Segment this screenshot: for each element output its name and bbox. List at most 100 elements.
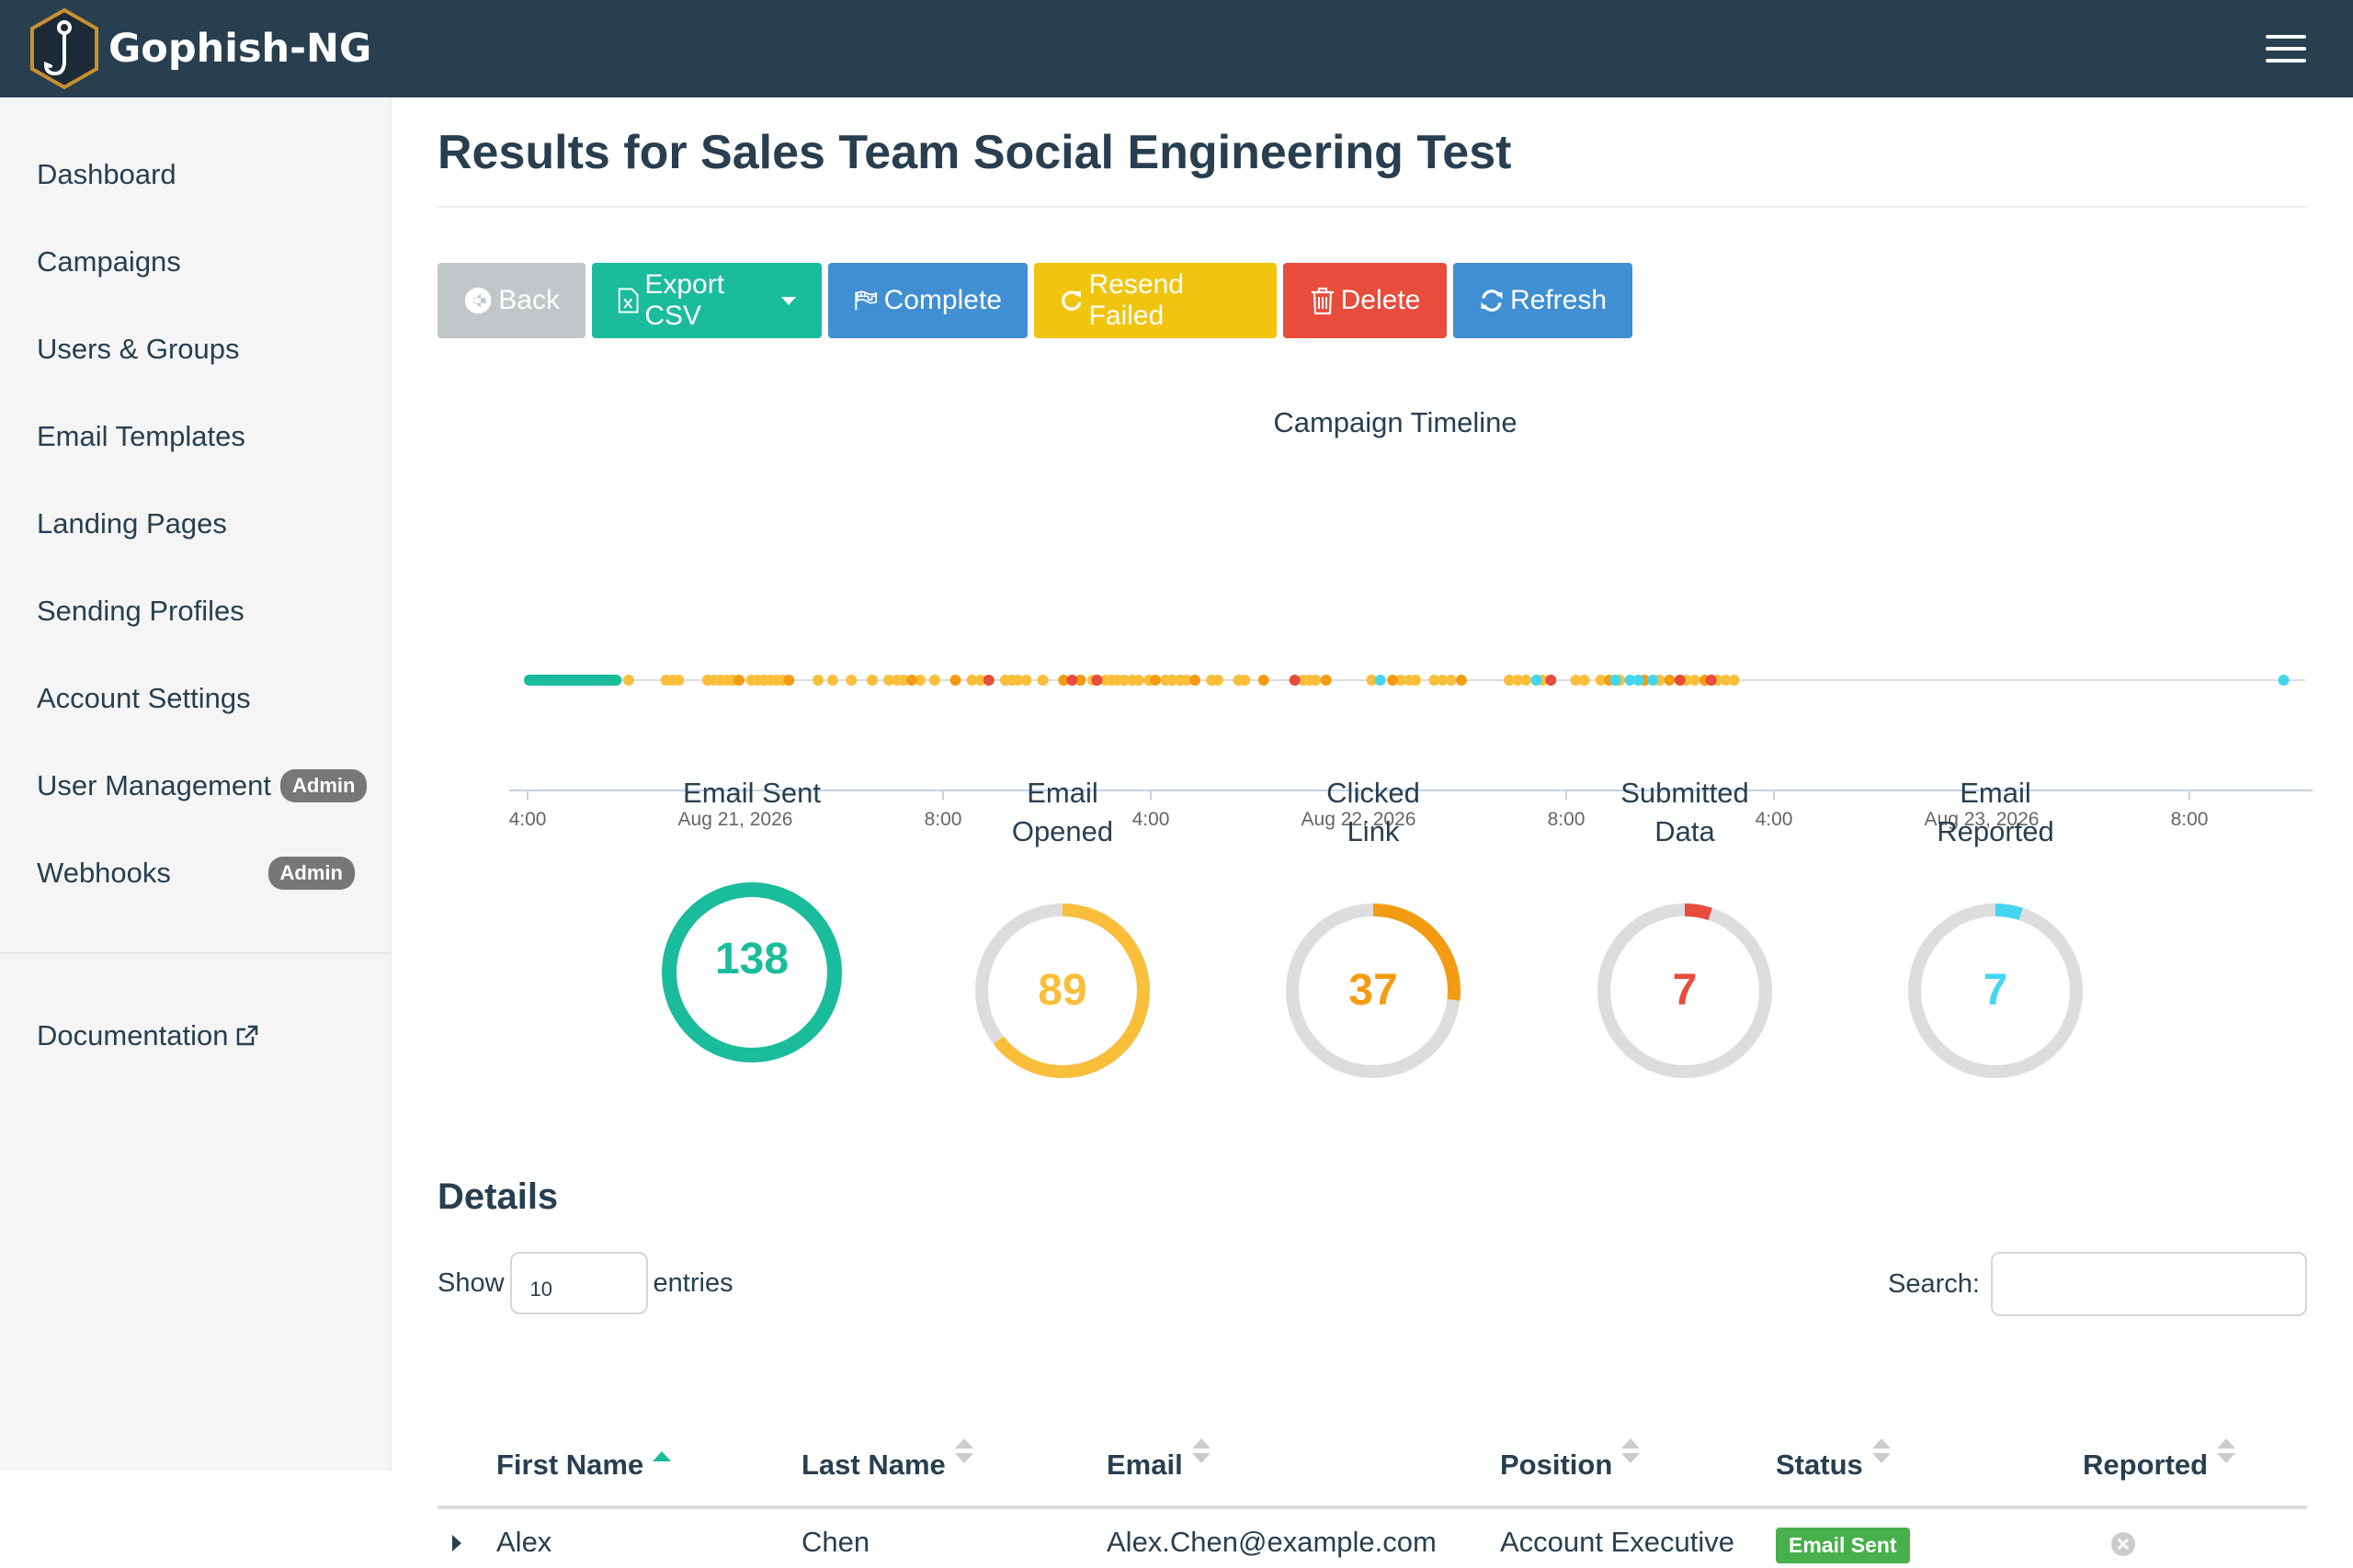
timeline-point-clicked (1058, 675, 1070, 686)
column-label: Reported (2083, 1449, 2209, 1481)
stat-value: 7 (1983, 966, 2008, 1015)
action-toolbar: Back Export CSV Complete Resend Failed D… (438, 263, 1639, 338)
sidebar-item-dashboard[interactable]: Dashboard (37, 147, 368, 202)
column-email[interactable]: Email (1107, 1438, 1211, 1482)
sidebar-divider (0, 952, 390, 954)
menu-toggle-icon[interactable] (2266, 35, 2306, 62)
timeline-point-clicked (1149, 675, 1161, 686)
x-axis-tick-label: 8:00 (2171, 809, 2209, 830)
delete-button[interactable]: Delete (1283, 263, 1447, 338)
entries-label: entries (653, 1267, 733, 1298)
stat-value: 37 (1348, 966, 1398, 1015)
timeline-point-opened (1410, 675, 1422, 686)
x-axis-tick-label: 4:00 (1132, 809, 1170, 830)
timeline-point-opened (1132, 675, 1144, 686)
donut-value-arc (662, 882, 842, 1062)
external-link-icon (236, 1025, 257, 1046)
timeline-point-clicked (949, 675, 961, 686)
brand[interactable]: Gophish-NG (28, 7, 371, 90)
flag-checkered-icon (855, 290, 878, 311)
timeline-point-submitted (983, 675, 995, 686)
timeline-point-opened (1720, 675, 1732, 686)
stat-donut-chart (1908, 903, 2083, 1078)
sidebar-item-account-settings[interactable]: Account Settings (37, 671, 368, 726)
table-search: Search: (1888, 1252, 2307, 1316)
sidebar-item-landing-pages[interactable]: Landing Pages (37, 496, 368, 551)
timeline-point-clicked (1074, 675, 1086, 686)
timeline-point-submitted (1289, 675, 1301, 686)
timeline-point-opened (928, 675, 940, 686)
timeline-point-submitted (1674, 675, 1686, 686)
timeline-point-opened (846, 675, 858, 686)
cell-position: Account Executive (1500, 1526, 1735, 1558)
sidebar-item-sending-profiles[interactable]: Sending Profiles (37, 584, 368, 639)
timeline-point-opened (1211, 675, 1223, 686)
timeline-point-opened (1728, 675, 1740, 686)
column-label: Position (1500, 1449, 1613, 1481)
timeline-point-clicked (733, 675, 745, 686)
timeline-point-opened (1012, 675, 1024, 686)
resend-failed-button[interactable]: Resend Failed (1034, 263, 1277, 338)
timeline-point-opened (1166, 675, 1178, 686)
main-content: Results for Sales Team Social Engineerin… (392, 97, 2353, 1563)
not-reported-icon (2111, 1532, 2135, 1556)
timeline-point-opened (673, 675, 685, 686)
timeline-point-opened (966, 675, 978, 686)
timeline-point-opened (813, 675, 824, 686)
entries-select[interactable]: 10 (509, 1252, 648, 1314)
timeline-point-opened (1310, 675, 1322, 686)
sidebar-item-label: Webhooks (37, 857, 171, 889)
stat-block: Email Opened (925, 774, 1200, 851)
complete-button[interactable]: Complete (828, 263, 1028, 338)
stat-donut-chart (1597, 903, 1772, 1078)
search-input[interactable] (1991, 1252, 2307, 1316)
column-last-name[interactable]: Last Name (801, 1438, 973, 1482)
timeline-point-opened (1020, 675, 1032, 686)
x-axis-tick-label: 8:00 (925, 809, 962, 830)
cell-last-name: Chen (801, 1526, 870, 1558)
expand-row-icon[interactable] (452, 1535, 461, 1551)
timeline-point-opened (1437, 675, 1449, 686)
donut-value-arc (1908, 903, 2083, 1078)
sort-ascending-icon (653, 1451, 672, 1479)
sidebar-item-label: Email Templates (37, 420, 245, 452)
x-axis-tick-label: Aug 23, 2026 (1925, 809, 2040, 830)
sidebar: Dashboard Campaigns Users & Groups Email… (0, 97, 392, 1471)
column-label: Status (1776, 1449, 1863, 1481)
timeline-point-reported (1624, 675, 1636, 686)
timeline-point-reported (1530, 675, 1542, 686)
column-reported[interactable]: Reported (2083, 1438, 2236, 1482)
timeline-point-opened (1595, 675, 1607, 686)
sidebar-item-label: Landing Pages (37, 507, 227, 540)
stat-donut-chart (662, 882, 842, 1062)
x-axis-tick-label: Aug 21, 2026 (678, 809, 793, 830)
sidebar-item-user-management[interactable]: User Management Admin (37, 758, 368, 813)
column-status[interactable]: Status (1776, 1438, 1891, 1482)
sidebar-item-campaigns[interactable]: Campaigns (37, 234, 368, 290)
table-row[interactable]: Alex Chen Alex.Chen@example.com Account … (438, 1513, 2307, 1568)
sidebar-item-users-groups[interactable]: Users & Groups (37, 322, 368, 377)
column-position[interactable]: Position (1500, 1438, 1641, 1482)
export-csv-button[interactable]: Export CSV (592, 263, 822, 338)
timeline-point-opened (1570, 675, 1582, 686)
back-button[interactable]: Back (438, 263, 585, 338)
refresh-button[interactable]: Refresh (1453, 263, 1632, 338)
sidebar-item-email-templates[interactable]: Email Templates (37, 409, 368, 464)
timeline-point-reported (1609, 675, 1621, 686)
sort-icon (2217, 1438, 2236, 1479)
export-label: Export CSV (644, 269, 725, 331)
timeline-point-opened (897, 675, 909, 686)
timeline-point-clicked (1257, 675, 1269, 686)
timeline-point-clicked (1189, 675, 1201, 686)
campaign-timeline-chart: 4:00 Aug 21, 2026 8:00 4:00 Aug 22, 2026 8:00… (509, 675, 2313, 830)
timeline-point-opened (1366, 675, 1378, 686)
timeline-point-opened (1512, 675, 1524, 686)
timeline-point-opened (622, 675, 634, 686)
stat-label: Clicked Link (1326, 777, 1420, 847)
stat-block: Clicked Link (1235, 774, 1511, 851)
sidebar-item-webhooks[interactable]: Webhooks Admin (37, 846, 368, 901)
show-label: Show (438, 1267, 505, 1298)
timeline-point-opened (826, 675, 838, 686)
sidebar-item-documentation[interactable]: Documentation (37, 1008, 368, 1063)
column-first-name[interactable]: First Name (496, 1449, 672, 1482)
